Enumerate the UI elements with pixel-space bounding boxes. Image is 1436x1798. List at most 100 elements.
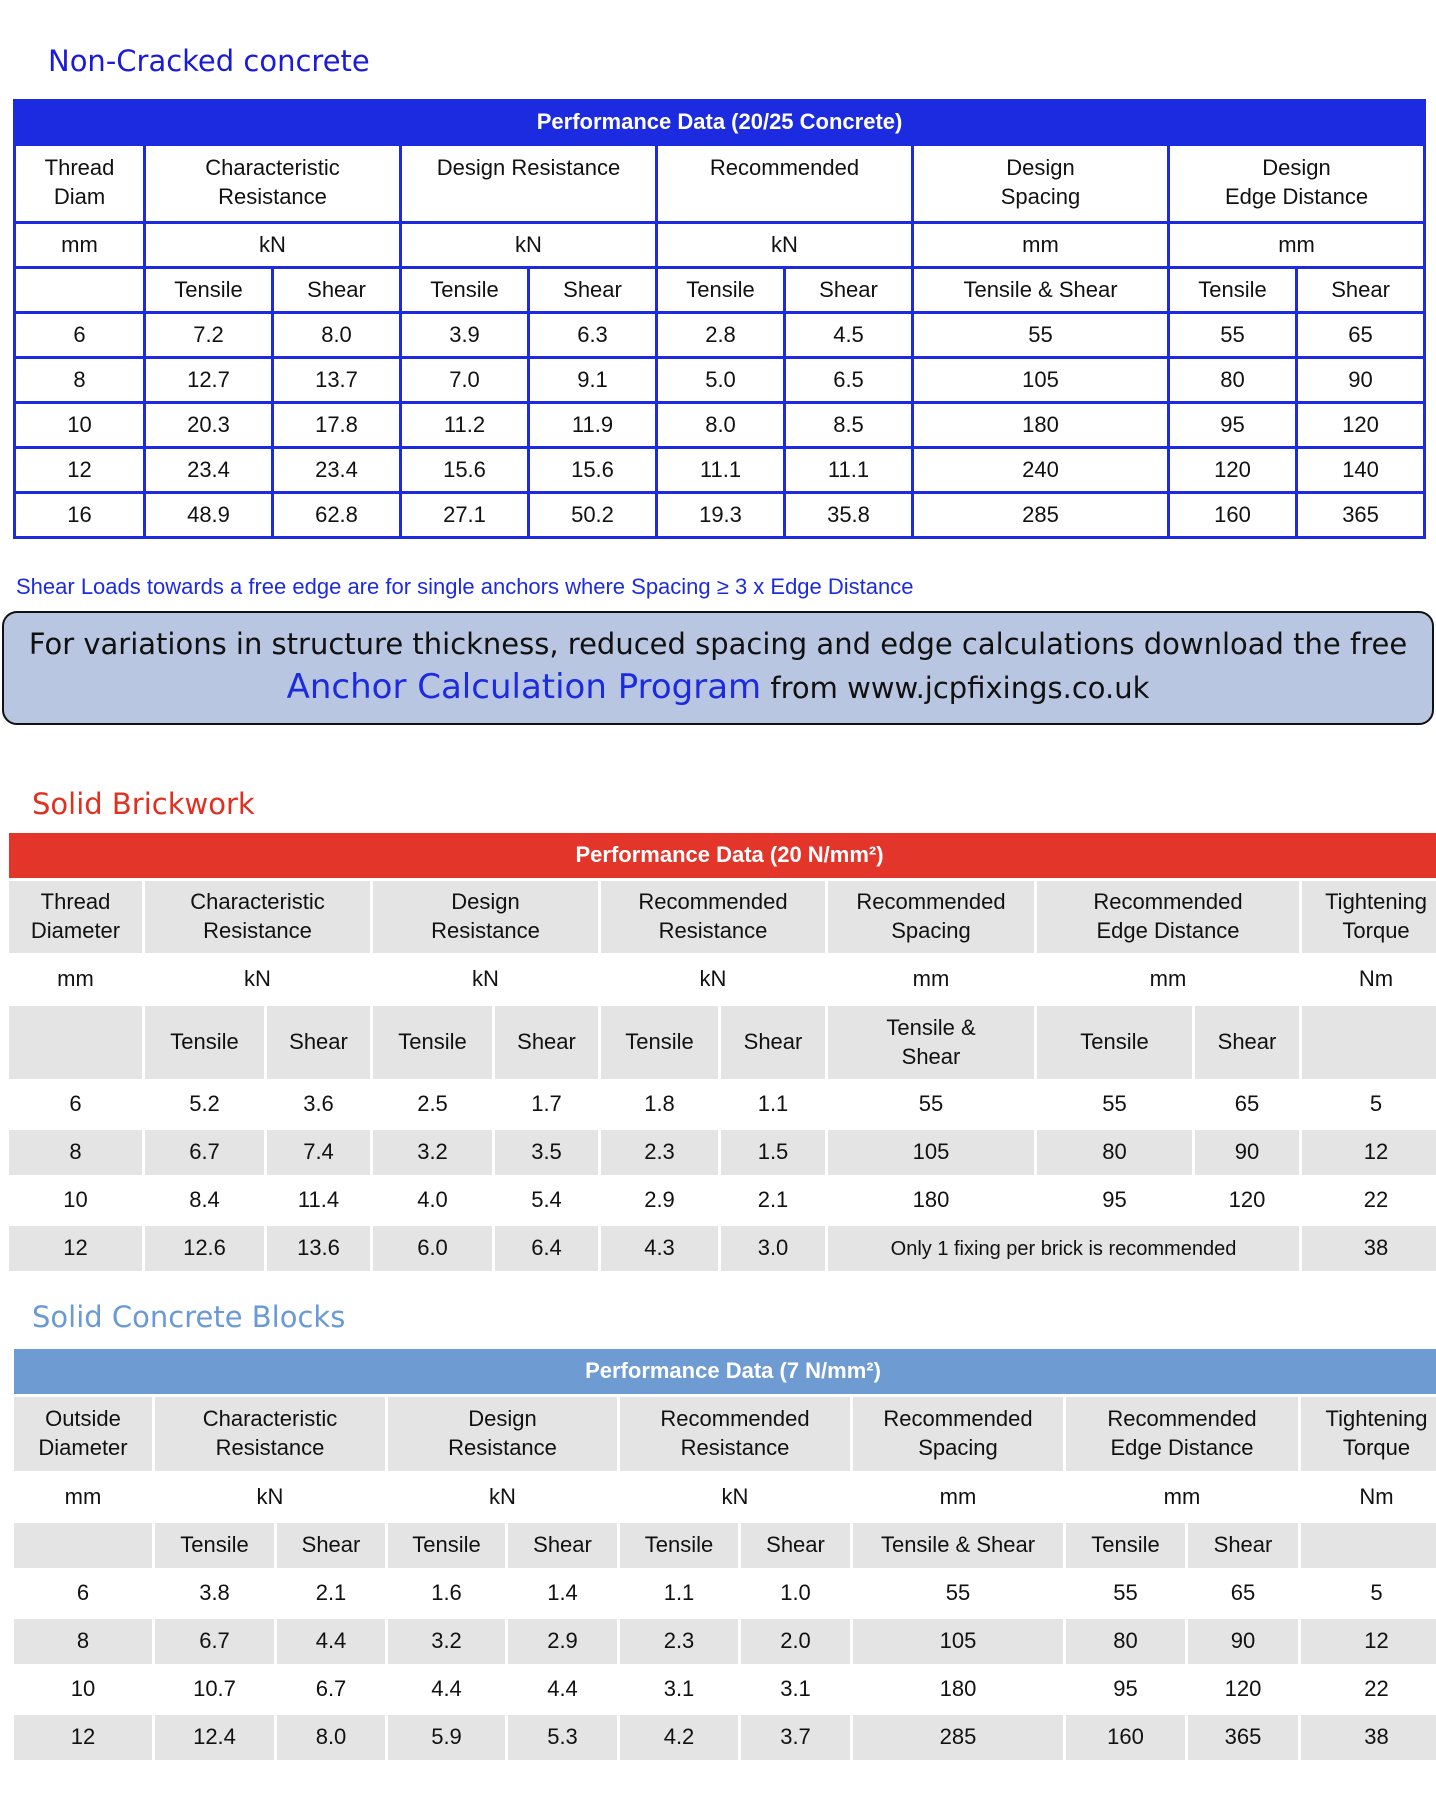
program-link[interactable]: Anchor Calculation Program (286, 667, 762, 707)
column-header: Recommended Edge Distance (1066, 1397, 1298, 1471)
table-title: Performance Data (20/25 Concrete) (12, 99, 1427, 146)
unit-cell: Nm (1358, 966, 1394, 992)
data-cell: 1.1 (663, 1580, 695, 1606)
table-row: mm kN kN kN mm mm Nm (14, 1474, 1436, 1520)
data-cell: 65 (1294, 311, 1427, 359)
data-cell: 6 (76, 1580, 90, 1606)
column-header: Characteristic Resistance (143, 143, 402, 224)
column-header: Thread Diam (13, 143, 146, 224)
data-cell: 23.4 (271, 446, 402, 494)
column-header: Recommended Edge Distance (1037, 881, 1299, 953)
column-header: Characteristic Resistance (155, 1397, 385, 1471)
data-cell: 22 (1364, 1676, 1389, 1702)
data-cell: 20.3 (143, 401, 274, 449)
table-row: 12 12.4 8.0 5.9 5.3 4.2 3.7 285 160 365 38 (14, 1715, 1436, 1760)
banner: For variations in structure thickness, r… (2, 611, 1434, 725)
data-cell: 240 (911, 446, 1170, 494)
empty-cell (1302, 1006, 1436, 1079)
data-cell: 4.3 (601, 1226, 718, 1271)
banner-text: For variations in structure thickness, r… (28, 627, 1408, 661)
data-cell: 55 (1167, 311, 1298, 359)
data-cell: 8 (9, 1130, 142, 1175)
sub-header: Tensile (145, 1006, 264, 1079)
data-cell: 6.7 (145, 1130, 264, 1175)
data-cell: 5.4 (531, 1187, 562, 1213)
column-header: Design Spacing (911, 143, 1170, 224)
data-cell: 95 (1167, 401, 1298, 449)
unit-cell: mm (57, 966, 94, 992)
sub-header: Shear (1195, 1006, 1299, 1079)
sub-header: Tensile (1037, 1006, 1192, 1079)
table-row: 6 5.2 3.6 2.5 1.7 1.8 1.1 55 55 65 5 (9, 1082, 1436, 1127)
data-cell: 365 (1188, 1715, 1298, 1760)
sub-header: Tensile (399, 266, 530, 314)
sub-header: Shear (1294, 266, 1427, 314)
data-cell: 7.2 (143, 311, 274, 359)
data-cell: 55 (1102, 1091, 1127, 1117)
data-cell: 4.4 (547, 1676, 578, 1702)
data-cell: 10 (63, 1187, 88, 1213)
table-title: Performance Data (20 N/mm²) (9, 833, 1436, 878)
data-cell: 105 (911, 356, 1170, 404)
unit-cell: kN (399, 221, 658, 269)
data-cell: 11.1 (783, 446, 914, 494)
data-cell: 38 (1302, 1226, 1436, 1271)
data-cell: 3.8 (199, 1580, 230, 1606)
data-cell: 180 (912, 1187, 950, 1213)
data-cell: 160 (1066, 1715, 1185, 1760)
data-cell: 4.0 (417, 1187, 448, 1213)
data-cell: 6.0 (373, 1226, 492, 1271)
data-cell: 7.4 (267, 1130, 370, 1175)
data-cell: 105 (828, 1130, 1034, 1175)
column-header: Recommended Spacing (828, 881, 1034, 953)
table-body: Performance Data (7 N/mm²) Outside Diamet… (14, 1349, 1436, 1760)
data-cell: 4.4 (431, 1676, 462, 1702)
sub-header: Tensile (388, 1523, 505, 1568)
data-cell: 10 (13, 401, 146, 449)
table-row: 6 7.2 8.0 3.9 6.3 2.8 4.5 55 55 65 (13, 311, 1427, 359)
table-row: Thread Diameter Characteristic Resistance… (9, 881, 1436, 953)
data-cell: 19.3 (655, 491, 786, 539)
data-cell: 105 (853, 1619, 1063, 1664)
data-cell: 5 (1369, 1091, 1383, 1117)
data-cell: 65 (1230, 1580, 1256, 1606)
data-cell: 1.0 (780, 1580, 811, 1606)
sub-header: Tensile (601, 1006, 718, 1079)
column-header: Thread Diameter (9, 881, 142, 953)
sub-header: Shear (277, 1523, 385, 1568)
data-cell: 6.7 (315, 1676, 347, 1702)
sub-header: Shear (267, 1006, 370, 1079)
sub-header: Shear (527, 266, 658, 314)
sub-header: Tensile (655, 266, 786, 314)
table-row: Thread Diam Characteristic Resistance Desi… (13, 143, 1427, 224)
data-cell: 6.7 (155, 1619, 274, 1664)
column-header: Tightening Torque (1302, 881, 1436, 953)
sub-header: Tensile & Shear (911, 266, 1170, 314)
data-cell: 35.8 (783, 491, 914, 539)
data-cell: 2.8 (655, 311, 786, 359)
data-cell: 4.2 (620, 1715, 738, 1760)
data-cell: 1.4 (547, 1580, 578, 1606)
table-row: 10 10.7 6.7 4.4 4.4 3.1 3.1 180 95 120 22 (14, 1667, 1436, 1712)
data-cell: 11.9 (527, 401, 658, 449)
table-row: Tensile Shear Tensile Shear Tensile Shear Tens… (13, 266, 1427, 314)
sub-header: Shear (783, 266, 914, 314)
unit-cell: Nm (1359, 1483, 1394, 1509)
data-cell: 180 (939, 1676, 977, 1702)
unit-cell: mm (1149, 966, 1187, 992)
unit-cell: kN (472, 966, 499, 992)
data-cell: 1.8 (644, 1091, 675, 1117)
data-cell: 55 (945, 1580, 971, 1606)
column-header: Outside Diameter (14, 1397, 152, 1471)
data-cell: 65 (1234, 1091, 1260, 1117)
data-cell: 22 (1363, 1187, 1389, 1213)
table-row: Performance Data (20 N/mm²) (9, 833, 1436, 878)
empty-cell (13, 266, 146, 314)
data-cell: 48.9 (143, 491, 274, 539)
table-body: Performance Data (20/25 Concrete) Thread … (12, 99, 1427, 539)
column-header: Design Edge Distance (1166, 143, 1427, 224)
data-cell: 2.5 (417, 1091, 448, 1117)
data-cell: 16 (13, 491, 146, 539)
data-cell: 3.0 (721, 1226, 825, 1271)
